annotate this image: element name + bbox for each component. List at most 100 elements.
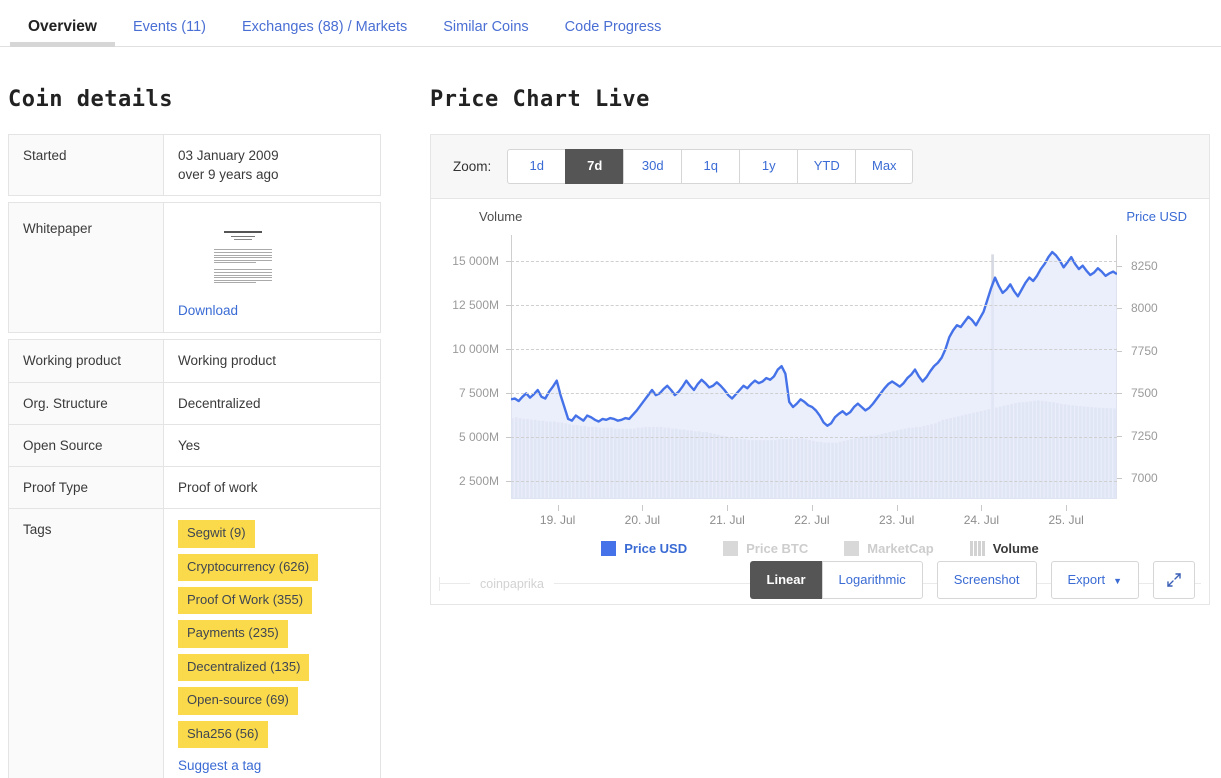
started-relative: over 9 years ago	[178, 167, 279, 183]
legend-label: Volume	[992, 540, 1039, 556]
tab-code-progress[interactable]: Code Progress	[564, 18, 662, 35]
export-label: Export	[1067, 572, 1106, 588]
coin-details-column: Coin details Started 03 January 2009 ove…	[0, 47, 420, 778]
tick-mark	[1117, 350, 1122, 352]
chart-legend: Price USD Price BTC MarketCap Volume	[431, 540, 1209, 556]
gridline	[511, 261, 1117, 263]
row-label: Whitepaper	[8, 202, 164, 333]
tag-item[interactable]: Open-source (69)	[178, 687, 298, 715]
tab-overview[interactable]: Overview	[10, 18, 115, 47]
y-axis-tick-left: 15 000M	[452, 254, 499, 269]
gridline	[511, 393, 1117, 395]
fullscreen-button[interactable]	[1153, 560, 1195, 599]
zoom-button-1y[interactable]: 1y	[739, 149, 798, 184]
row-label: Proof Type	[8, 466, 164, 509]
tab-events[interactable]: Events (11)	[132, 18, 207, 35]
chart-zoom-toolbar: Zoom: 1d 7d 30d 1q 1y YTD Max	[431, 135, 1209, 199]
tick-mark	[1117, 265, 1122, 267]
tick-mark	[1117, 393, 1122, 395]
tab-similar-coins[interactable]: Similar Coins	[443, 18, 529, 35]
zoom-button-ytd[interactable]: YTD	[797, 149, 856, 184]
tick-mark	[506, 437, 511, 439]
logarithmic-scale-button[interactable]: Logarithmic	[821, 561, 923, 599]
y-axis-tick-right: 7250	[1131, 428, 1158, 443]
tick-mark	[506, 261, 511, 263]
whitepaper-download-link[interactable]: Download	[178, 303, 239, 319]
screenshot-button[interactable]: Screenshot	[936, 561, 1037, 599]
linear-scale-button[interactable]: Linear	[749, 561, 822, 599]
gridline	[511, 481, 1117, 483]
coin-details-title: Coin details	[8, 87, 173, 112]
tag-item[interactable]: Segwit (9)	[178, 520, 255, 548]
row-label: Working product	[8, 339, 164, 383]
suggest-a-tag-link[interactable]: Suggest a tag	[178, 758, 262, 774]
tab-exchanges-markets[interactable]: Exchanges (88) / Markets	[242, 18, 408, 35]
table-row: Started 03 January 2009 over 9 years ago	[8, 134, 381, 196]
zoom-button-7d[interactable]: 7d	[565, 149, 624, 184]
x-axis-tick-label: 20. Jul	[624, 512, 661, 527]
row-label: Org. Structure	[8, 382, 164, 425]
row-label: Started	[8, 134, 164, 196]
x-axis-tick-label: 21. Jul	[709, 512, 745, 527]
x-axis-tick-label: 22. Jul	[794, 512, 830, 527]
legend-item-price-btc[interactable]: Price BTC	[723, 540, 808, 556]
tag-list: Segwit (9) Cryptocurrency (626) Proof Of…	[178, 520, 366, 749]
tick-mark	[557, 504, 559, 511]
legend-label: MarketCap	[867, 540, 934, 556]
price-chart-column: Price Chart Live Zoom: 1d 7d 30d 1q 1y Y…	[420, 47, 1221, 778]
row-value: Yes	[163, 424, 381, 467]
zoom-button-1q[interactable]: 1q	[681, 149, 740, 184]
legend-item-price-usd[interactable]: Price USD	[601, 540, 687, 556]
legend-swatch-icon	[723, 540, 739, 556]
tick-mark	[1117, 478, 1122, 480]
started-table: Started 03 January 2009 over 9 years ago	[8, 134, 381, 197]
watermark-corner	[439, 576, 440, 591]
y-axis-tick-right: 8000	[1131, 301, 1158, 316]
tick-mark	[811, 504, 813, 511]
watermark-rule-left	[440, 583, 470, 585]
export-button[interactable]: Export ▼	[1050, 561, 1139, 599]
tags-cell: Segwit (9) Cryptocurrency (626) Proof Of…	[163, 508, 381, 778]
chart-plot-area[interactable]: 2 500M 5 000M 7 500M 10 000M 12 500M 15 000M 7…	[452, 234, 1158, 499]
tag-item[interactable]: Decentralized (135)	[178, 653, 310, 682]
watermark-text: coinpaprika	[480, 576, 544, 591]
right-axis-title[interactable]: Price USD	[1126, 208, 1187, 224]
fullscreen-icon	[1167, 573, 1181, 587]
zoom-button-group: 1d 7d 30d 1q 1y YTD Max	[507, 149, 914, 184]
tab-bar: Overview Events (11) Exchanges (88) / Ma…	[0, 0, 1221, 47]
tag-item[interactable]: Payments (235)	[178, 620, 288, 648]
legend-item-volume[interactable]: Volume	[969, 540, 1039, 556]
price-chart-title: Price Chart Live	[430, 87, 650, 112]
tag-item[interactable]: Proof Of Work (355)	[178, 587, 313, 615]
legend-swatch-icon	[601, 540, 617, 556]
gridline	[511, 349, 1117, 351]
chart-panel: Zoom: 1d 7d 30d 1q 1y YTD Max Volume Pri…	[430, 134, 1210, 605]
tag-item[interactable]: Cryptocurrency (626)	[178, 553, 319, 581]
y-axis-tick-left: 7 500M	[458, 386, 499, 401]
gridline	[511, 437, 1117, 439]
chevron-down-icon: ▼	[1113, 576, 1122, 587]
table-row-tags: Tags Segwit (9) Cryptocurrency (626) Pro…	[8, 508, 381, 778]
y-axis-tick-right: 7750	[1131, 343, 1158, 358]
legend-item-marketcap[interactable]: MarketCap	[844, 540, 934, 556]
tick-mark	[1066, 504, 1068, 511]
table-row: Proof Type Proof of work	[8, 466, 381, 509]
tick-mark	[506, 305, 511, 307]
row-value: Working product	[163, 339, 381, 383]
tick-mark	[896, 504, 898, 511]
legend-swatch-icon	[969, 540, 985, 556]
tick-mark	[981, 504, 983, 511]
x-axis-tick-label: 19. Jul	[539, 512, 576, 527]
page-content: Coin details Started 03 January 2009 ove…	[0, 47, 1221, 778]
whitepaper-thumbnail-icon[interactable]	[208, 225, 278, 284]
tag-item[interactable]: Sha256 (56)	[178, 720, 268, 749]
row-value: 03 January 2009 over 9 years ago	[163, 134, 381, 196]
zoom-button-1d[interactable]: 1d	[507, 149, 566, 184]
zoom-button-max[interactable]: Max	[855, 149, 914, 184]
zoom-button-30d[interactable]: 30d	[623, 149, 682, 184]
table-row: Working product Working product	[8, 339, 381, 383]
table-row: Open Source Yes	[8, 424, 381, 467]
tick-mark	[1117, 435, 1122, 437]
row-label: Tags	[8, 508, 164, 778]
table-row: Whitepaper	[8, 202, 381, 333]
